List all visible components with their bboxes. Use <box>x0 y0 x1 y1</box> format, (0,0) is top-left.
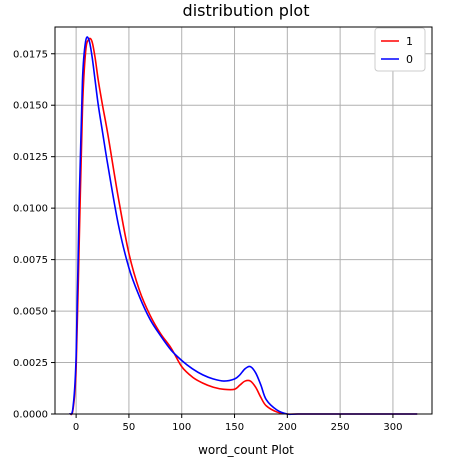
y-tick-label: 0.0125 <box>13 152 48 163</box>
series-lines <box>68 36 418 416</box>
legend-label-1: 1 <box>406 35 413 48</box>
x-tick-label: 100 <box>172 422 191 433</box>
x-axis-label: word_count Plot <box>198 443 294 457</box>
legend: 10 <box>374 27 426 72</box>
x-tick-label: 0 <box>73 422 79 433</box>
plot-frame <box>54 26 433 415</box>
x-tick-label: 50 <box>123 422 136 433</box>
series-line-1 <box>68 37 418 416</box>
x-tick-label: 200 <box>278 422 297 433</box>
y-tick-label: 0.0000 <box>13 410 48 421</box>
y-tick-label: 0.0100 <box>13 204 48 215</box>
legend-label-0: 0 <box>406 53 413 66</box>
y-tick-label: 0.0150 <box>13 101 48 112</box>
y-tick-label: 0.0175 <box>13 49 48 60</box>
y-tick-label: 0.0025 <box>13 358 48 369</box>
y-tick-label: 0.0050 <box>13 307 48 318</box>
x-tick-label: 150 <box>225 422 244 433</box>
y-tick-label: 0.0075 <box>13 255 48 266</box>
x-tick-label: 300 <box>383 422 402 433</box>
x-axis-ticks: 0 50 100 150 200 250 300 <box>73 414 402 433</box>
x-tick-label: 250 <box>331 422 350 433</box>
y-axis-ticks: 0.0000 0.0025 0.0050 0.0075 0.0100 0.0125 0.01… <box>13 49 55 421</box>
legend-box <box>374 27 426 72</box>
chart-title: distribution plot <box>183 1 310 20</box>
series-line-0 <box>69 36 418 416</box>
